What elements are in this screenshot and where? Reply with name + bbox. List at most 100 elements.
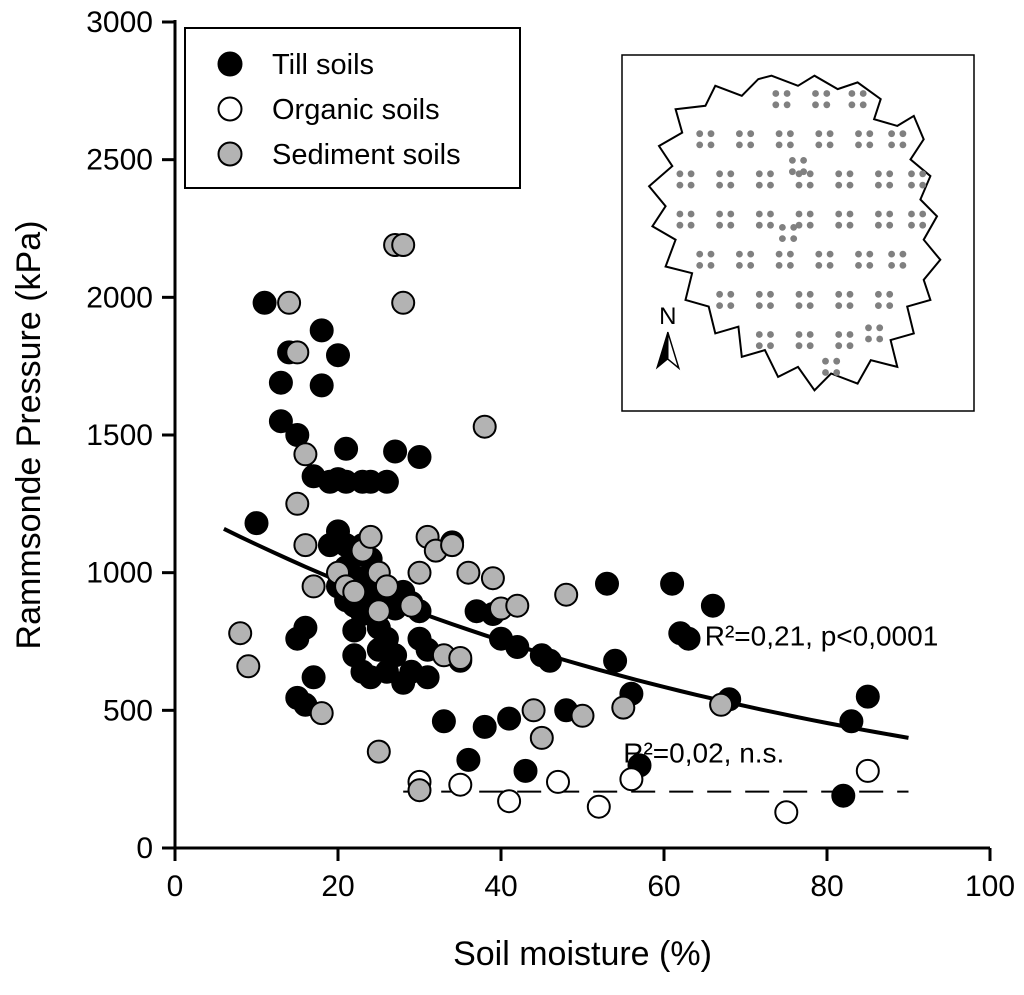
data-point	[334, 436, 359, 461]
legend-marker-organic-soils	[217, 96, 243, 122]
y-tick-label: 1000	[86, 557, 153, 590]
data-point	[676, 626, 701, 651]
x-tick-label: 40	[484, 870, 517, 903]
sample-site-dot	[866, 141, 874, 149]
sample-site-dot	[833, 369, 841, 376]
sample-site-dot	[806, 221, 814, 229]
sample-site-dot	[823, 90, 831, 97]
sample-site-dot	[806, 290, 814, 298]
sample-site-dot	[908, 221, 915, 229]
sample-site-dot	[815, 262, 823, 269]
data-point	[268, 409, 293, 434]
sample-site-dot	[767, 221, 774, 229]
data-point	[619, 767, 644, 792]
legend-label: Organic soils	[272, 94, 440, 126]
sample-site-dot	[779, 235, 786, 243]
data-point	[342, 579, 367, 604]
sample-site-dot	[736, 130, 743, 138]
north-arrow-right-half	[667, 331, 681, 371]
sample-site-dot	[747, 250, 755, 258]
sample-site-dot	[795, 181, 803, 189]
x-tick-label: 80	[810, 870, 843, 903]
data-point	[855, 758, 880, 783]
sample-site-dot	[687, 170, 695, 178]
sample-site-dot	[886, 210, 894, 218]
data-point	[252, 290, 277, 315]
sample-site-dot	[876, 335, 884, 343]
inset-map-frame	[621, 54, 975, 412]
data-point	[293, 533, 318, 558]
sample-site-dot	[806, 170, 814, 178]
data-point	[603, 648, 628, 673]
sample-site-dot	[783, 90, 791, 97]
sample-site-dot	[875, 290, 882, 298]
sample-site-dot	[775, 141, 783, 149]
sample-site-dot	[687, 181, 695, 189]
sample-site-dot	[787, 250, 794, 258]
sample-site-dot	[707, 141, 715, 149]
data-point	[277, 290, 302, 315]
y-axis-label: Rammsonde Pressure (kPa)	[10, 221, 48, 650]
x-tick-label: 100	[965, 870, 1015, 903]
legend-marker-sediment-soils	[217, 141, 243, 167]
sample-site-dot	[727, 290, 735, 298]
sample-site-dot	[775, 262, 783, 269]
data-point	[391, 290, 416, 315]
map-boundary	[647, 74, 942, 392]
legend: Till soils Organic soils Sediment soils	[184, 27, 521, 189]
sample-site-dot	[835, 290, 843, 298]
sample-site-dot	[875, 181, 882, 189]
data-point	[383, 439, 408, 464]
sample-site-dot	[767, 170, 774, 178]
sample-site-dot	[716, 181, 723, 189]
sample-site-dot	[707, 130, 715, 138]
series-organic-soils	[407, 758, 880, 825]
sample-site-dot	[835, 221, 843, 229]
sample-site-dot	[767, 331, 774, 338]
data-point	[301, 665, 326, 690]
sample-site-dot	[716, 221, 723, 229]
data-point	[456, 560, 481, 585]
sample-site-dot	[908, 170, 915, 178]
sample-site-dot	[795, 302, 803, 309]
data-point	[374, 469, 399, 494]
sample-site-dot	[886, 221, 894, 229]
sample-site-dot	[846, 181, 854, 189]
data-point	[472, 414, 497, 439]
sample-site-dot	[815, 130, 823, 138]
sample-site-dot	[767, 210, 774, 218]
sample-site-dot	[767, 302, 774, 309]
data-point	[309, 701, 334, 726]
sample-site-dot	[779, 224, 786, 231]
sample-site-dot	[848, 101, 856, 109]
data-point	[285, 491, 310, 516]
sample-site-dot	[835, 342, 843, 350]
sample-site-dot	[875, 221, 882, 229]
sample-site-dot	[812, 101, 819, 109]
sample-site-dot	[707, 250, 715, 258]
data-point	[831, 783, 856, 808]
sample-site-dot	[886, 302, 894, 309]
sample-site-dot	[908, 210, 915, 218]
sample-site-dot	[806, 342, 814, 350]
sample-site-dot	[787, 262, 794, 269]
sample-site-dot	[783, 101, 791, 109]
sample-site-dot	[826, 250, 834, 258]
sample-site-dot	[908, 181, 915, 189]
data-point	[660, 571, 685, 596]
data-point	[293, 442, 318, 467]
north-label: N	[659, 303, 676, 330]
sample-site-dot	[812, 90, 819, 97]
sample-site-dot	[806, 331, 814, 338]
sample-site-dot	[755, 342, 763, 350]
data-point	[497, 789, 522, 814]
sample-site-dot	[835, 170, 843, 178]
sample-site-dot	[855, 262, 862, 269]
sample-site-dot	[772, 90, 780, 97]
data-point	[855, 684, 880, 709]
data-point	[366, 599, 391, 624]
data-point	[366, 739, 391, 764]
data-point	[268, 370, 293, 395]
data-point	[497, 706, 522, 731]
sample-site-dot	[846, 170, 854, 178]
